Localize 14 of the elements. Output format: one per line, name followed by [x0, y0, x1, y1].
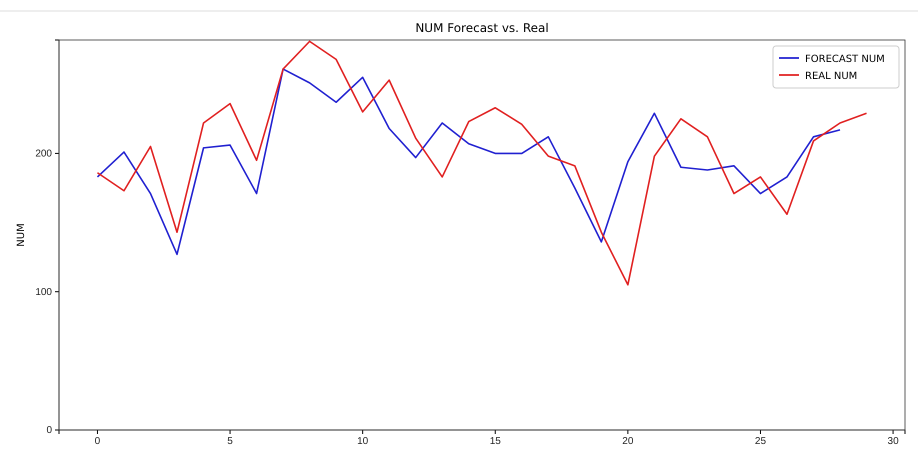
legend-label: FORECAST NUM	[805, 54, 885, 65]
x-tick-label: 15	[490, 436, 502, 448]
x-tick-label: 20	[622, 436, 634, 448]
y-tick-label: 100	[35, 286, 52, 298]
x-tick-label: 25	[754, 436, 766, 448]
x-tick-label: 10	[357, 436, 369, 448]
y-tick-label: 0	[46, 425, 52, 436]
y-tick-label: 200	[35, 148, 52, 160]
x-tick-label: 30	[888, 436, 900, 448]
chart-title: NUM Forecast vs. Real	[415, 21, 549, 35]
x-tick-label: 0	[94, 436, 101, 448]
x-tick-label: 5	[227, 436, 234, 448]
legend-label: REAL NUM	[805, 71, 858, 82]
y-axis-title: NUM	[16, 223, 27, 247]
